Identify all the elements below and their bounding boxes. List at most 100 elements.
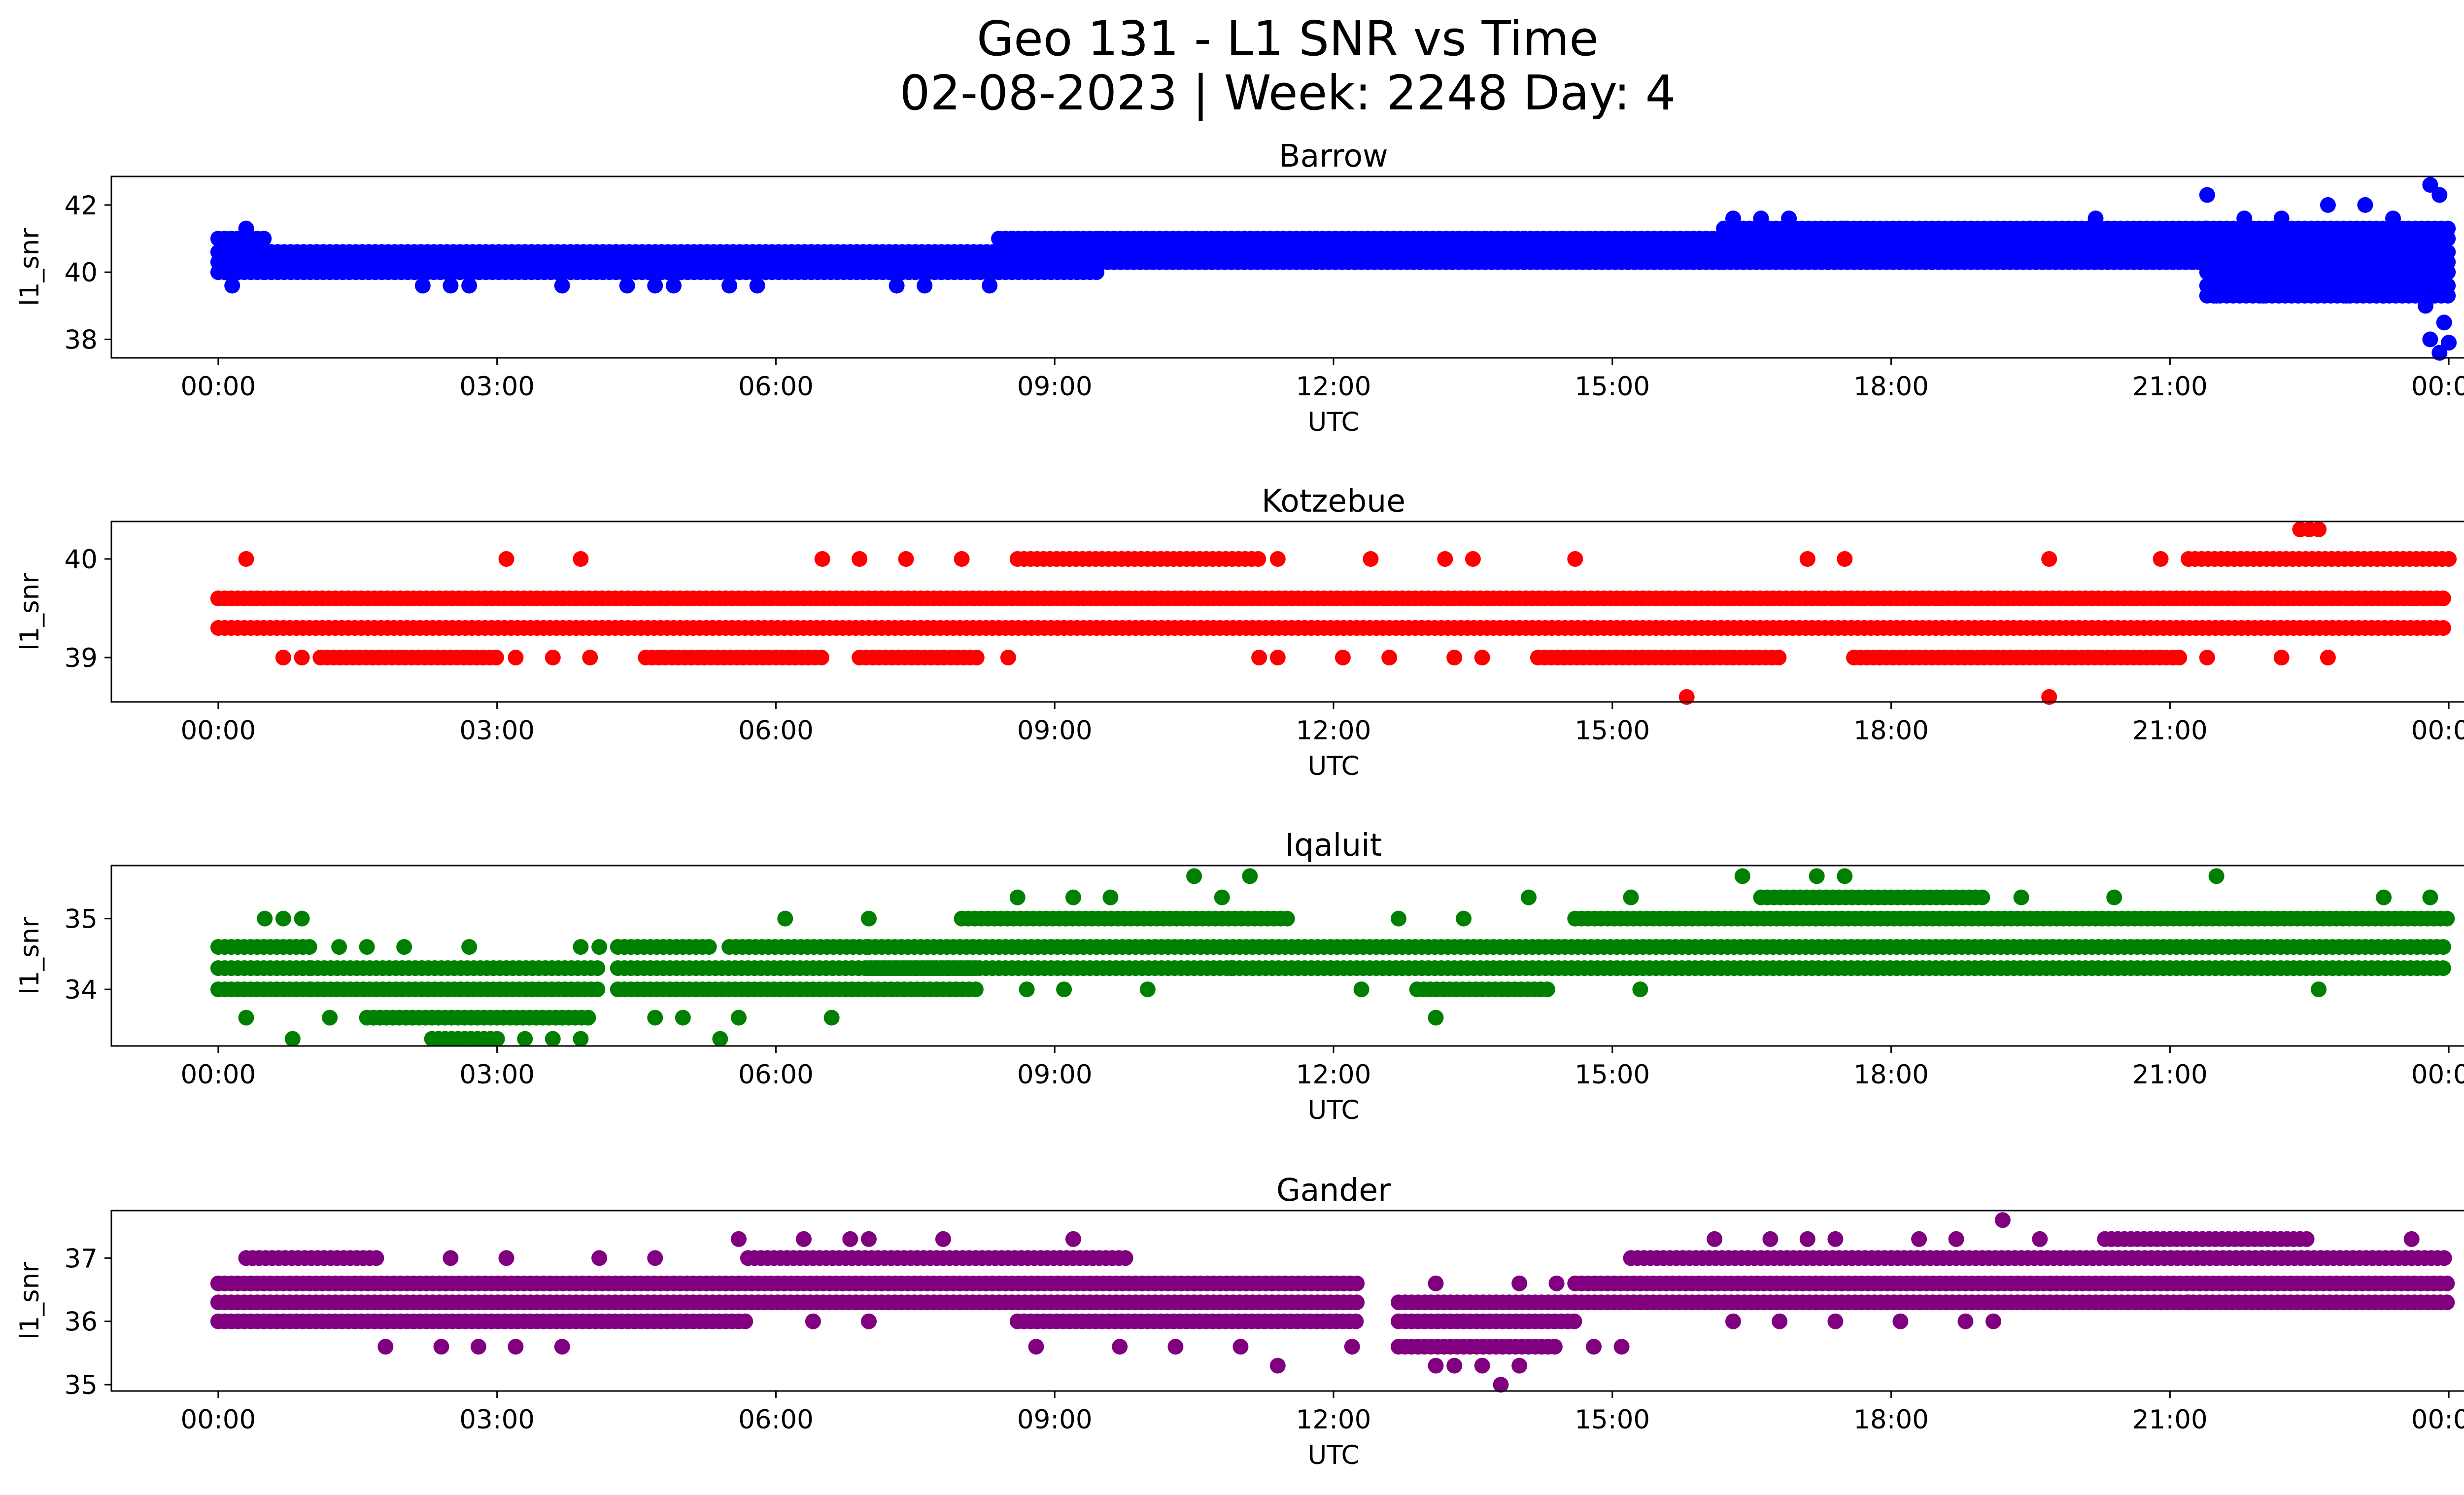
data-point — [1799, 551, 1815, 567]
data-point — [275, 650, 291, 665]
scatter-points — [210, 177, 2457, 361]
panel-title: Barrow — [1279, 138, 1388, 174]
data-point — [508, 650, 524, 665]
data-point — [935, 1231, 951, 1247]
x-tick-label: 09:00 — [1017, 716, 1093, 746]
data-point — [1428, 1275, 1444, 1291]
data-point — [1028, 1339, 1044, 1355]
data-point — [1009, 889, 1026, 905]
data-point — [1511, 1357, 1528, 1374]
data-point — [2441, 551, 2457, 567]
x-tick-label: 12:00 — [1296, 1060, 1371, 1090]
data-point — [852, 551, 868, 567]
data-point — [1511, 1275, 1528, 1291]
data-point — [2435, 939, 2451, 955]
data-point — [2171, 650, 2188, 665]
y-axis-label: l1_snr — [15, 1262, 45, 1340]
x-tick-label: 09:00 — [1017, 1060, 1093, 1090]
x-tick-label: 12:00 — [1296, 372, 1371, 402]
data-point — [1474, 1357, 1490, 1374]
data-point — [1827, 1231, 1844, 1247]
data-point — [1827, 1313, 1844, 1329]
data-point — [2422, 177, 2438, 193]
data-point — [861, 910, 877, 927]
data-point — [488, 650, 504, 665]
data-point — [675, 1009, 691, 1026]
data-point — [224, 278, 240, 294]
x-axis-label: UTC — [1307, 1095, 1359, 1125]
data-point — [2273, 210, 2290, 227]
data-point — [2041, 689, 2057, 705]
data-point — [1446, 1357, 1463, 1374]
data-point — [580, 1009, 596, 1026]
data-point — [967, 981, 984, 998]
data-point — [1279, 910, 1295, 927]
data-point — [1837, 551, 1853, 567]
data-point — [861, 1231, 877, 1247]
x-tick-label: 15:00 — [1574, 1060, 1650, 1090]
data-point — [461, 939, 478, 955]
data-point — [1000, 650, 1016, 665]
data-point — [968, 650, 985, 665]
data-point — [666, 278, 682, 294]
data-point — [498, 551, 514, 567]
data-point — [2435, 591, 2451, 606]
data-point — [982, 278, 998, 294]
data-point — [1353, 981, 1369, 998]
data-point — [917, 278, 933, 294]
data-point — [2181, 1294, 2197, 1311]
data-point — [2320, 197, 2336, 213]
data-point — [368, 1250, 384, 1266]
data-point — [1391, 910, 1406, 927]
data-point — [1892, 1313, 1909, 1329]
data-point — [2338, 287, 2355, 304]
data-point — [1546, 1339, 1563, 1355]
data-point — [1837, 868, 1853, 884]
x-tick-label: 06:00 — [738, 1060, 814, 1090]
x-tick-label: 12:00 — [1296, 716, 1371, 746]
data-point — [1335, 650, 1351, 665]
data-point — [1994, 1212, 2011, 1228]
data-point — [2376, 287, 2392, 304]
data-point — [359, 939, 375, 955]
data-point — [470, 1339, 486, 1355]
data-point — [2418, 298, 2433, 314]
data-point — [2199, 650, 2215, 665]
data-point — [823, 1009, 840, 1026]
data-point — [1809, 868, 1825, 884]
data-point — [2106, 889, 2122, 905]
data-point — [1167, 1339, 1184, 1355]
data-point — [2422, 889, 2438, 905]
data-point — [2431, 187, 2448, 203]
y-tick-label: 37 — [65, 1244, 98, 1274]
data-point — [2320, 650, 2336, 665]
x-tick-label: 03:00 — [459, 372, 535, 402]
data-point — [256, 231, 272, 247]
data-point — [861, 1313, 877, 1329]
data-point — [331, 939, 347, 955]
data-point — [1465, 551, 1481, 567]
data-point — [1250, 551, 1266, 567]
data-point — [1586, 1339, 1602, 1355]
data-point — [1065, 1231, 1081, 1247]
x-tick-label: 00:00 — [181, 716, 256, 746]
x-tick-label: 18:00 — [1853, 1405, 1929, 1435]
data-point — [2440, 220, 2456, 237]
data-point — [573, 551, 589, 567]
data-point — [517, 1031, 533, 1047]
data-point — [322, 1009, 338, 1026]
data-point — [1548, 1275, 1565, 1291]
data-point — [443, 278, 459, 294]
data-point — [1567, 551, 1583, 567]
y-axis-label: l1_snr — [15, 917, 45, 995]
data-point — [777, 910, 793, 927]
data-point — [2431, 345, 2448, 361]
x-tick-label: 00:00 — [181, 372, 256, 402]
data-point — [1349, 1275, 1365, 1291]
data-point — [2441, 335, 2457, 351]
data-point — [1344, 1339, 1360, 1355]
data-point — [301, 939, 317, 955]
x-tick-label: 15:00 — [1574, 372, 1650, 402]
